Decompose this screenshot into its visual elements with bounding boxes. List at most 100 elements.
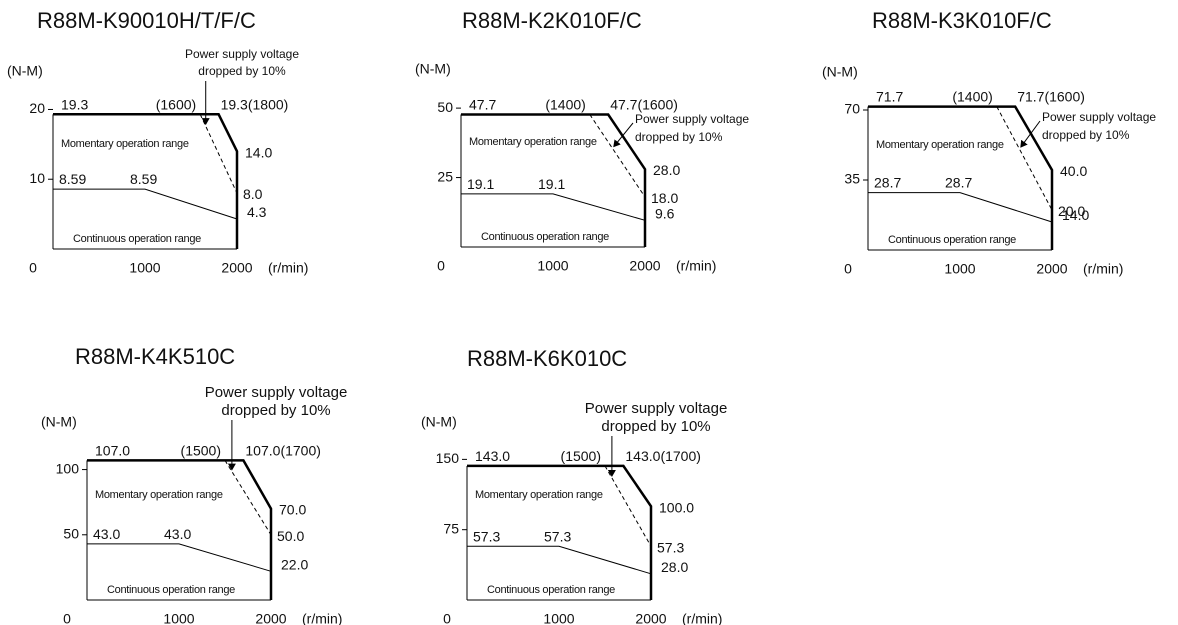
thick-line — [87, 459, 273, 600]
value-label: 143.0 — [475, 448, 510, 464]
data-label: 14.0 — [1062, 207, 1089, 223]
voltage-note: dropped by 10% — [221, 402, 330, 419]
voltage-note: dropped by 10% — [601, 418, 710, 435]
data-label: 47.7 — [469, 96, 496, 112]
note-arrow — [1020, 120, 1041, 148]
value-label: 71.7 — [876, 88, 903, 104]
data-label: 70.0 — [279, 501, 306, 517]
continuous-range-label: Continuous operation range — [487, 584, 615, 596]
x-tick-label: 2000 — [255, 611, 286, 625]
value-label: 28.0 — [661, 558, 688, 574]
continuous-range-label: Continuous operation range — [481, 231, 609, 243]
value-label: 14.0 — [1062, 207, 1089, 223]
dashed-line — [604, 465, 652, 547]
x-tick-label: 2000 — [1036, 261, 1067, 277]
value-label: 70.0 — [279, 501, 306, 517]
data-label: 8.59 — [130, 171, 157, 187]
y-axis-label: (N-M) — [415, 61, 451, 77]
y-tick-label: 50 — [63, 525, 79, 541]
data-label: (1400) — [952, 88, 992, 104]
value-label: 57.3 — [544, 528, 571, 544]
thin-line — [868, 192, 1053, 223]
value-label: 57.3 — [657, 539, 684, 555]
x-axis-label: (r/min) — [682, 611, 722, 625]
thin-line — [467, 545, 652, 575]
x-axis-label: (r/min) — [1083, 261, 1123, 277]
x-tick-label: 2000 — [629, 258, 660, 274]
value-label: 43.0 — [93, 526, 120, 542]
x-tick-label: 1000 — [944, 261, 975, 277]
chart-title: R88M-K4K510C — [75, 344, 235, 369]
data-label: 4.3 — [247, 204, 267, 220]
momentary-range-label: Momentary operation range — [475, 489, 603, 501]
y-axis-label: (N-M) — [41, 414, 77, 430]
data-label: 50.0 — [277, 527, 304, 543]
speed-label: (1500) — [561, 448, 601, 464]
data-label: 18.0 — [651, 190, 678, 206]
x-axis-label: (r/min) — [676, 258, 716, 274]
voltage-note: Power supply voltage — [635, 112, 749, 126]
y-axis-label: (N-M) — [7, 63, 43, 79]
x-tick-label: 1000 — [537, 258, 568, 274]
data-label: 28.0 — [661, 558, 688, 574]
data-label: 8.59 — [59, 171, 86, 187]
value-label: 47.7 — [610, 96, 637, 112]
speed-label: (1600) — [156, 96, 196, 112]
data-label: 47.7(1600) — [610, 96, 678, 112]
data-label: 143.0 — [475, 448, 510, 464]
thick-line — [868, 105, 1054, 250]
x-tick-label: 0 — [443, 611, 451, 625]
data-label: 71.7 — [876, 88, 903, 104]
x-tick-label: 2000 — [635, 611, 666, 625]
chart-title: R88M-K2K010F/C — [462, 8, 642, 33]
data-label: 9.6 — [655, 205, 675, 221]
continuous-range-label: Continuous operation range — [73, 233, 201, 245]
data-label: 19.1 — [467, 176, 494, 192]
dashed-line — [996, 106, 1053, 211]
x-tick-label: 0 — [63, 611, 71, 625]
value-label: 8.59 — [130, 171, 157, 187]
x-axis-label: (r/min) — [302, 611, 342, 625]
value-label: 107.0 — [245, 442, 280, 458]
speed-label: (1500) — [181, 442, 221, 458]
note-arrow — [613, 122, 634, 148]
thin-line — [461, 193, 646, 221]
x-tick-label: 0 — [844, 261, 852, 277]
y-axis-label: (N-M) — [421, 414, 457, 430]
data-label: (1500) — [181, 442, 221, 458]
voltage-note: Power supply voltage — [205, 384, 348, 401]
data-label: 28.0 — [653, 162, 680, 178]
data-label: 43.0 — [164, 526, 191, 542]
thin-line — [87, 543, 272, 572]
data-label: 100.0 — [659, 499, 694, 515]
value-label: 47.7 — [469, 96, 496, 112]
thin-line — [53, 188, 238, 220]
value-label: 9.6 — [655, 205, 675, 221]
data-label: (1400) — [545, 96, 585, 112]
data-label: 20.0 — [1058, 203, 1085, 219]
value-label: 4.3 — [247, 204, 267, 220]
value-label: 40.0 — [1060, 163, 1087, 179]
dashed-line — [224, 460, 272, 536]
voltage-note: Power supply voltage — [585, 400, 728, 417]
thick-line — [461, 113, 647, 247]
value-label: 43.0 — [164, 526, 191, 542]
momentary-range-label: Momentary operation range — [95, 489, 223, 501]
data-label: (1500) — [561, 448, 601, 464]
data-label: 57.3 — [544, 528, 571, 544]
data-label: 43.0 — [93, 526, 120, 542]
x-tick-label: 0 — [29, 260, 37, 276]
speed-label: (1800) — [248, 96, 288, 112]
continuous-range-label: Continuous operation range — [107, 584, 235, 596]
value-label: 143.0 — [625, 448, 660, 464]
value-label: 100.0 — [659, 499, 694, 515]
y-tick-label: 20 — [29, 100, 45, 116]
x-tick-label: 1000 — [129, 260, 160, 276]
momentary-range-label: Momentary operation range — [876, 139, 1004, 151]
speed-label: (1700) — [660, 448, 700, 464]
dashed-line — [199, 114, 238, 194]
speed-label: (1700) — [280, 442, 320, 458]
chart-title: R88M-K6K010C — [467, 346, 627, 371]
y-tick-label: 75 — [443, 520, 459, 536]
